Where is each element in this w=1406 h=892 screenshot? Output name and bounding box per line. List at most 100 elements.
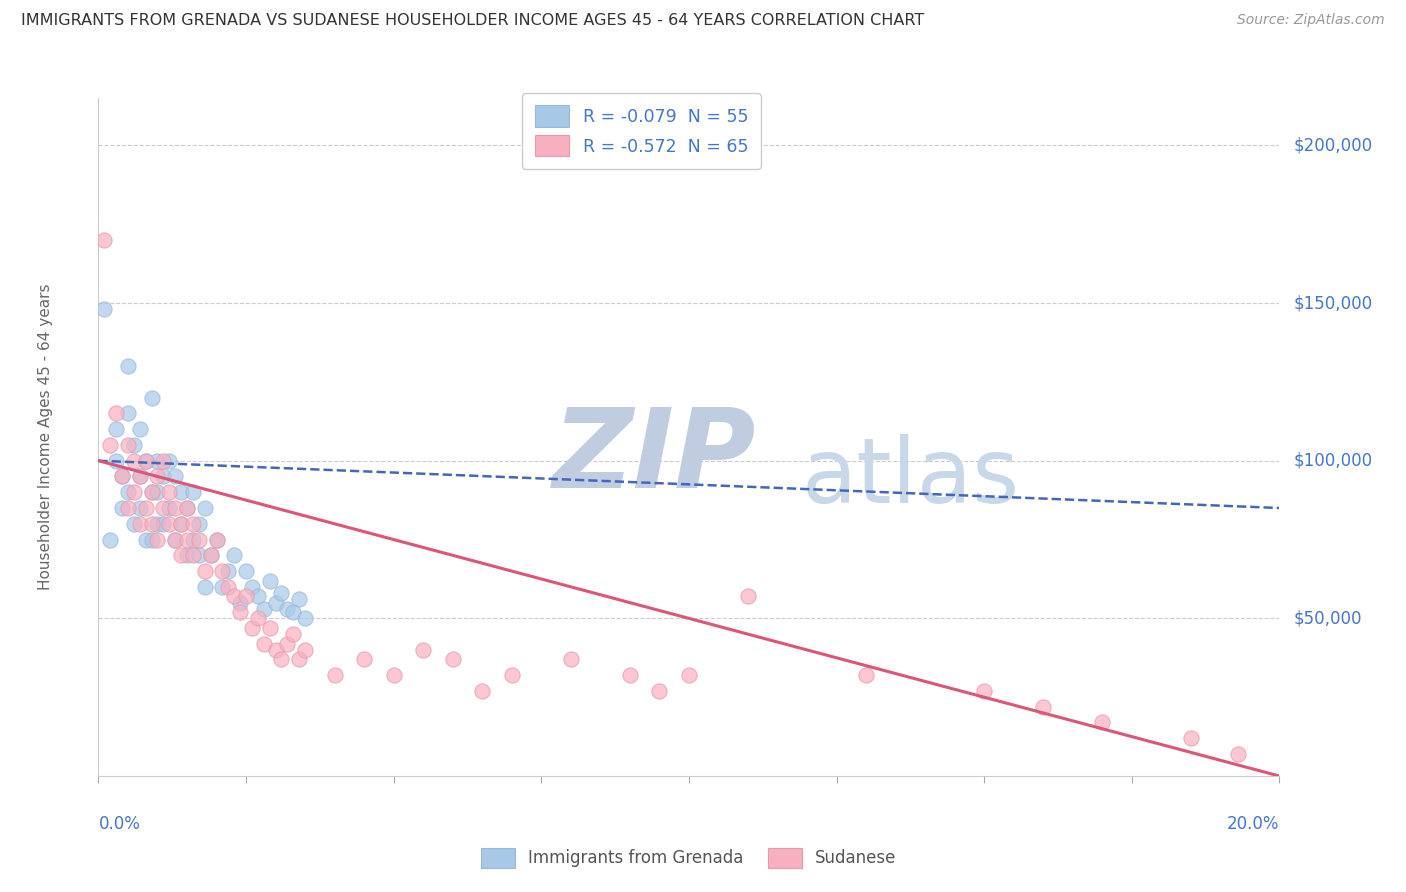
Point xyxy=(176,549,198,563)
Point xyxy=(117,406,139,420)
Point xyxy=(176,501,198,516)
Point xyxy=(165,501,187,516)
Point xyxy=(135,454,157,468)
Point xyxy=(141,485,163,500)
Point xyxy=(501,668,523,682)
Text: Householder Income Ages 45 - 64 years: Householder Income Ages 45 - 64 years xyxy=(38,284,53,591)
Point xyxy=(217,580,239,594)
Point xyxy=(253,602,276,616)
Point xyxy=(229,596,252,610)
Point xyxy=(141,485,163,500)
Point xyxy=(135,533,157,547)
Point xyxy=(122,485,145,500)
Point xyxy=(111,469,134,483)
Point xyxy=(152,516,174,531)
Point xyxy=(246,590,269,604)
Point xyxy=(181,516,204,531)
Point xyxy=(165,533,187,547)
Point xyxy=(323,668,346,682)
Point xyxy=(259,621,281,635)
Point xyxy=(205,533,228,547)
Point xyxy=(240,621,263,635)
Point xyxy=(283,605,305,619)
Point xyxy=(353,652,375,666)
Point xyxy=(855,668,877,682)
Point xyxy=(122,516,145,531)
Text: 0.0%: 0.0% xyxy=(98,815,141,833)
Point xyxy=(264,596,287,610)
Point xyxy=(146,469,169,483)
Point xyxy=(128,469,150,483)
Point xyxy=(176,533,198,547)
Point xyxy=(194,501,217,516)
Point xyxy=(737,590,759,604)
Point xyxy=(283,627,305,641)
Point xyxy=(560,652,582,666)
Point xyxy=(294,611,316,625)
Point xyxy=(157,454,180,468)
Point xyxy=(648,684,671,698)
Point xyxy=(176,501,198,516)
Point xyxy=(382,668,405,682)
Point xyxy=(288,652,311,666)
Point xyxy=(152,501,174,516)
Point xyxy=(117,485,139,500)
Point xyxy=(294,643,316,657)
Point xyxy=(973,684,995,698)
Point xyxy=(181,533,204,547)
Point xyxy=(259,574,281,588)
Point xyxy=(240,580,263,594)
Text: atlas: atlas xyxy=(801,434,1019,522)
Point xyxy=(471,684,494,698)
Legend: R = -0.079  N = 55, R = -0.572  N = 65: R = -0.079 N = 55, R = -0.572 N = 65 xyxy=(523,94,761,169)
Point xyxy=(187,533,209,547)
Text: IMMIGRANTS FROM GRENADA VS SUDANESE HOUSEHOLDER INCOME AGES 45 - 64 YEARS CORREL: IMMIGRANTS FROM GRENADA VS SUDANESE HOUS… xyxy=(21,13,924,29)
Point xyxy=(619,668,641,682)
Point xyxy=(105,422,128,436)
Point xyxy=(170,516,193,531)
Point xyxy=(288,592,311,607)
Point xyxy=(211,580,233,594)
Point xyxy=(141,533,163,547)
Point xyxy=(170,516,193,531)
Point xyxy=(157,516,180,531)
Point xyxy=(276,602,298,616)
Point xyxy=(117,359,139,373)
Point xyxy=(194,580,217,594)
Point xyxy=(93,233,115,247)
Point xyxy=(117,438,139,452)
Text: $100,000: $100,000 xyxy=(1294,451,1372,470)
Point xyxy=(98,533,121,547)
Point xyxy=(165,533,187,547)
Point xyxy=(146,533,169,547)
Point xyxy=(181,485,204,500)
Point xyxy=(111,501,134,516)
Point xyxy=(157,485,180,500)
Point xyxy=(93,302,115,317)
Point xyxy=(224,590,246,604)
Point xyxy=(441,652,464,666)
Point xyxy=(211,564,233,578)
Point xyxy=(146,516,169,531)
Point xyxy=(111,469,134,483)
Point xyxy=(229,605,252,619)
Legend: Immigrants from Grenada, Sudanese: Immigrants from Grenada, Sudanese xyxy=(475,841,903,875)
Point xyxy=(187,516,209,531)
Point xyxy=(1180,731,1202,746)
Point xyxy=(141,391,163,405)
Point xyxy=(217,564,239,578)
Point xyxy=(224,549,246,563)
Point xyxy=(135,454,157,468)
Point xyxy=(200,549,222,563)
Text: $200,000: $200,000 xyxy=(1294,136,1372,154)
Text: ZIP: ZIP xyxy=(553,404,756,511)
Point xyxy=(205,533,228,547)
Point xyxy=(412,643,434,657)
Point xyxy=(165,469,187,483)
Point xyxy=(678,668,700,682)
Point xyxy=(141,516,163,531)
Text: 20.0%: 20.0% xyxy=(1227,815,1279,833)
Point xyxy=(170,485,193,500)
Point xyxy=(235,590,257,604)
Point xyxy=(200,549,222,563)
